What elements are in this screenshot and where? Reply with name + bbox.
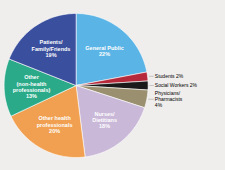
svg-text:Students 2%: Students 2%: [155, 73, 184, 79]
svg-text:Patients/Family/Friends19%: Patients/Family/Friends19%: [32, 39, 71, 58]
svg-text:Other healthprofessionals20%: Other healthprofessionals20%: [37, 115, 73, 134]
svg-text:Social Workers 2%: Social Workers 2%: [155, 82, 198, 88]
svg-text:Physicians/Pharmacists4%: Physicians/Pharmacists4%: [155, 90, 183, 108]
svg-text:Other(non-healthprofessionals): Other(non-healthprofessionals)13%: [13, 74, 51, 99]
svg-text:General Public22%: General Public22%: [85, 45, 124, 57]
svg-text:Nurses/Dietitians18%: Nurses/Dietitians18%: [92, 111, 117, 130]
